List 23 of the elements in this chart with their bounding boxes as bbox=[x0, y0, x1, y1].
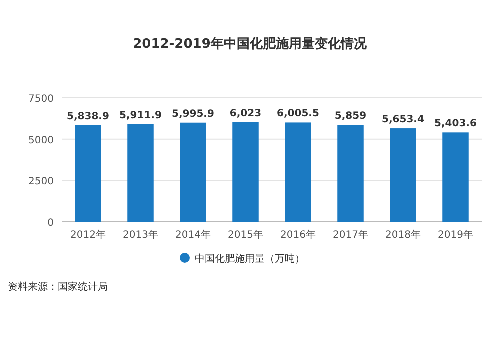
y-tick-label: 7500 bbox=[28, 94, 54, 105]
data-label: 5,838.9 bbox=[67, 111, 110, 122]
data-label: 5,995.9 bbox=[172, 108, 214, 120]
x-tick-label: 2019年 bbox=[438, 229, 474, 241]
x-tick-label: 2012年 bbox=[70, 229, 106, 241]
y-tick-label: 5000 bbox=[28, 135, 54, 146]
data-label: 6,005.5 bbox=[277, 108, 320, 120]
x-tick-label: 2016年 bbox=[280, 229, 316, 241]
data-label: 5,653.4 bbox=[382, 114, 424, 126]
data-label: 6,023 bbox=[230, 108, 262, 120]
data-label: 5,859 bbox=[334, 111, 367, 122]
x-tick-label: 2017年 bbox=[333, 229, 368, 241]
text: 资料来源：国家统计局 bbox=[8, 281, 108, 293]
y-tick-label: 0 bbox=[48, 218, 54, 229]
legend-label: 中国化肥施用量（万吨） bbox=[195, 253, 305, 265]
y-tick-label: 2500 bbox=[28, 176, 54, 188]
data-label: 5,911.9 bbox=[120, 110, 162, 122]
chart-title: 2012-2019年中国化肥施用量变化情况 bbox=[133, 36, 368, 52]
data-label: 5,403.6 bbox=[434, 118, 477, 130]
x-tick-label: 2013年 bbox=[123, 229, 158, 241]
x-tick-label: 2014年 bbox=[176, 229, 211, 241]
x-tick-label: 2018年 bbox=[386, 229, 421, 241]
x-tick-label: 2015年 bbox=[228, 229, 264, 241]
